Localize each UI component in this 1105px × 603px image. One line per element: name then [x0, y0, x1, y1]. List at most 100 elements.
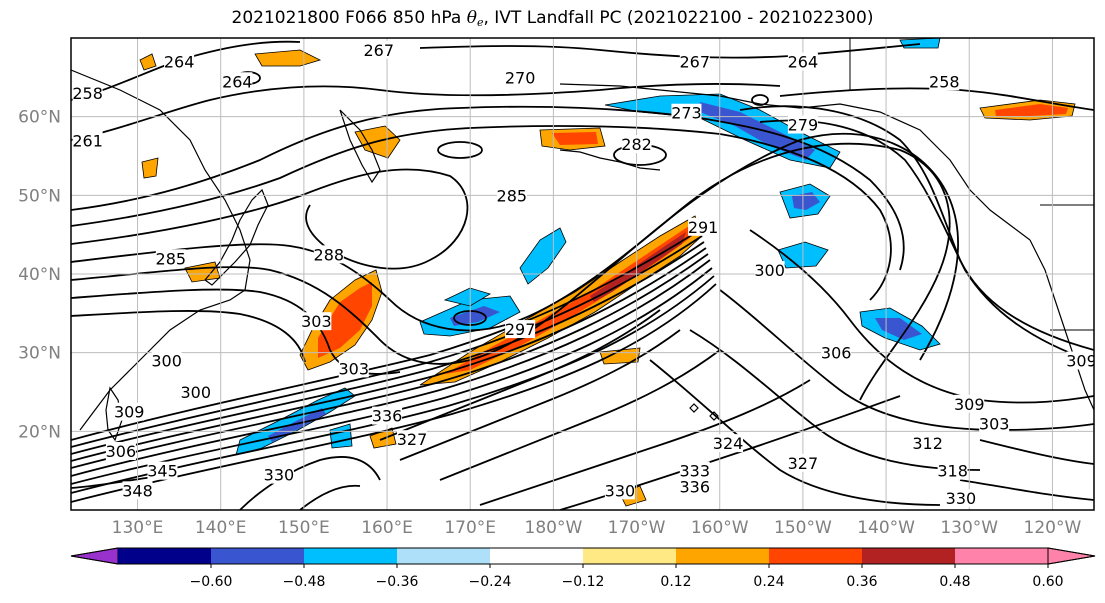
contour-east-1: [739, 105, 1094, 351]
contour-label-bg: [496, 186, 527, 205]
contour-trop-9: [979, 439, 1094, 465]
coast-asia: [71, 69, 251, 431]
contour-label: 282: [621, 135, 652, 154]
contour-label-bg: [164, 52, 195, 71]
contour-label-bg: [155, 249, 186, 268]
colorbar-segment: [769, 548, 863, 564]
contour-label-bg: [929, 72, 960, 91]
contour-label: 300: [151, 352, 182, 371]
contour-label-bg: [301, 312, 332, 331]
contour-trop-10: [959, 479, 1094, 501]
colorbar-segment: [490, 548, 584, 564]
contour-label-bg: [621, 135, 652, 154]
contour-label-bg: [180, 383, 211, 401]
theta-symbol: θ: [466, 8, 477, 28]
contour-mid-2: [71, 125, 892, 301]
map-title: 2021021800 F066 850 hPa θe, IVT Landfall…: [0, 8, 1105, 29]
contour-east-6: [649, 359, 941, 506]
lat-tick-label: 20°N: [18, 422, 61, 442]
contour-label: 264: [788, 53, 819, 72]
contour-label: 285: [497, 186, 528, 205]
colorbar-tick-label: 0.36: [846, 574, 877, 590]
contour-north-2: [71, 83, 781, 141]
contour-mid-5: [71, 132, 959, 365]
contour-label: 264: [164, 53, 195, 72]
contour-label: 291: [688, 218, 719, 237]
contour-label-bg: [688, 217, 719, 236]
colorbar-extend-min: [70, 547, 119, 565]
contour-label: 336: [680, 477, 711, 496]
lon-tick-label: 140°E: [195, 518, 247, 538]
borders: [849, 38, 1094, 331]
contour-label-bg: [105, 442, 136, 460]
contour-north-3: [419, 43, 921, 59]
shading-negative-east1-core: [792, 192, 820, 210]
contour-label-bg: [372, 406, 403, 425]
colorbar-extend-max: [1047, 547, 1096, 565]
colorbar-tick-label: −0.24: [469, 574, 512, 590]
contour-jet-9: [71, 283, 717, 503]
coast-aleutians: [559, 149, 661, 171]
contour-label-bg: [679, 52, 710, 71]
contour-loop-5: [437, 141, 483, 159]
shading-negative-jet-core: [268, 408, 326, 442]
contour-label: 348: [122, 481, 153, 500]
contour-label: 303: [301, 312, 332, 331]
contour-label-bg: [679, 461, 710, 480]
theta-e-contours: [71, 40, 1094, 510]
colorbar-segment: [583, 548, 677, 564]
contour-label-bg: [505, 320, 536, 339]
contour-label-bg: [338, 359, 369, 378]
colorbar-segment: [304, 548, 398, 564]
contour-label-bg: [954, 394, 985, 413]
shading-positive-north1-core: [552, 132, 598, 145]
contour-label: 261: [72, 131, 103, 150]
contour-jet-6: [71, 259, 711, 477]
title-prefix: 2021021800 F066 850 hPa: [231, 8, 467, 28]
contour-label-bg: [72, 131, 103, 150]
contour-trop-7: [299, 484, 361, 510]
shading-positive-small6: [141, 157, 159, 179]
contour-label: 318: [937, 462, 968, 481]
contour-label: 330: [605, 481, 636, 500]
contour-label: 330: [946, 489, 977, 508]
contour-label-bg: [505, 68, 536, 87]
contour-label: 324: [713, 434, 744, 453]
shading-negative-central1-core: [450, 306, 500, 326]
latitude-labels: 60°N 50°N 40°N 30°N 20°N: [18, 108, 61, 443]
contour-label-bg: [821, 343, 852, 362]
border-us-canada: [849, 38, 1094, 206]
shading-negative-east3-core: [875, 318, 922, 340]
colorbar-tick-label: −0.48: [283, 574, 326, 590]
colorbar-outline: [70, 547, 1096, 565]
contour-label: 267: [680, 53, 711, 72]
coast-alaska: [559, 83, 1031, 241]
contour-label: 333: [680, 462, 711, 481]
contour-trop-3: [439, 349, 721, 481]
contour-label-bg: [671, 103, 702, 122]
contour-east-5: [689, 329, 981, 471]
lat-tick-label: 40°N: [18, 265, 61, 285]
shading-positive-westpac-core: [318, 282, 372, 358]
contour-label: 285: [156, 249, 187, 268]
lon-tick-label: 150°E: [278, 518, 330, 538]
contour-label-bg: [151, 351, 182, 370]
contour-trop-2: [399, 329, 681, 461]
colorbar-segment: [862, 548, 956, 564]
lat-tick-label: 60°N: [18, 108, 61, 128]
contour-label: 330: [264, 466, 295, 485]
contour-label-bg: [713, 434, 744, 453]
contour-label-bg: [122, 481, 153, 500]
longitude-labels: 130°E 140°E 150°E 160°E 170°E 180°W 170°W 160°W…: [112, 518, 1082, 538]
contour-label: 288: [314, 245, 345, 264]
contour-trop-6: [239, 456, 381, 510]
lon-tick-label: 160°E: [361, 518, 413, 538]
lon-tick-label: 150°W: [774, 518, 832, 538]
lon-tick-label: 180°W: [525, 518, 583, 538]
contour-label-bg: [937, 461, 968, 480]
contour-jet-5: [71, 253, 709, 469]
coastlines: [71, 69, 1094, 442]
contour-loop-3: [751, 94, 769, 106]
shading-positive-small3: [139, 53, 157, 71]
lon-tick-label: 130°E: [112, 518, 164, 538]
